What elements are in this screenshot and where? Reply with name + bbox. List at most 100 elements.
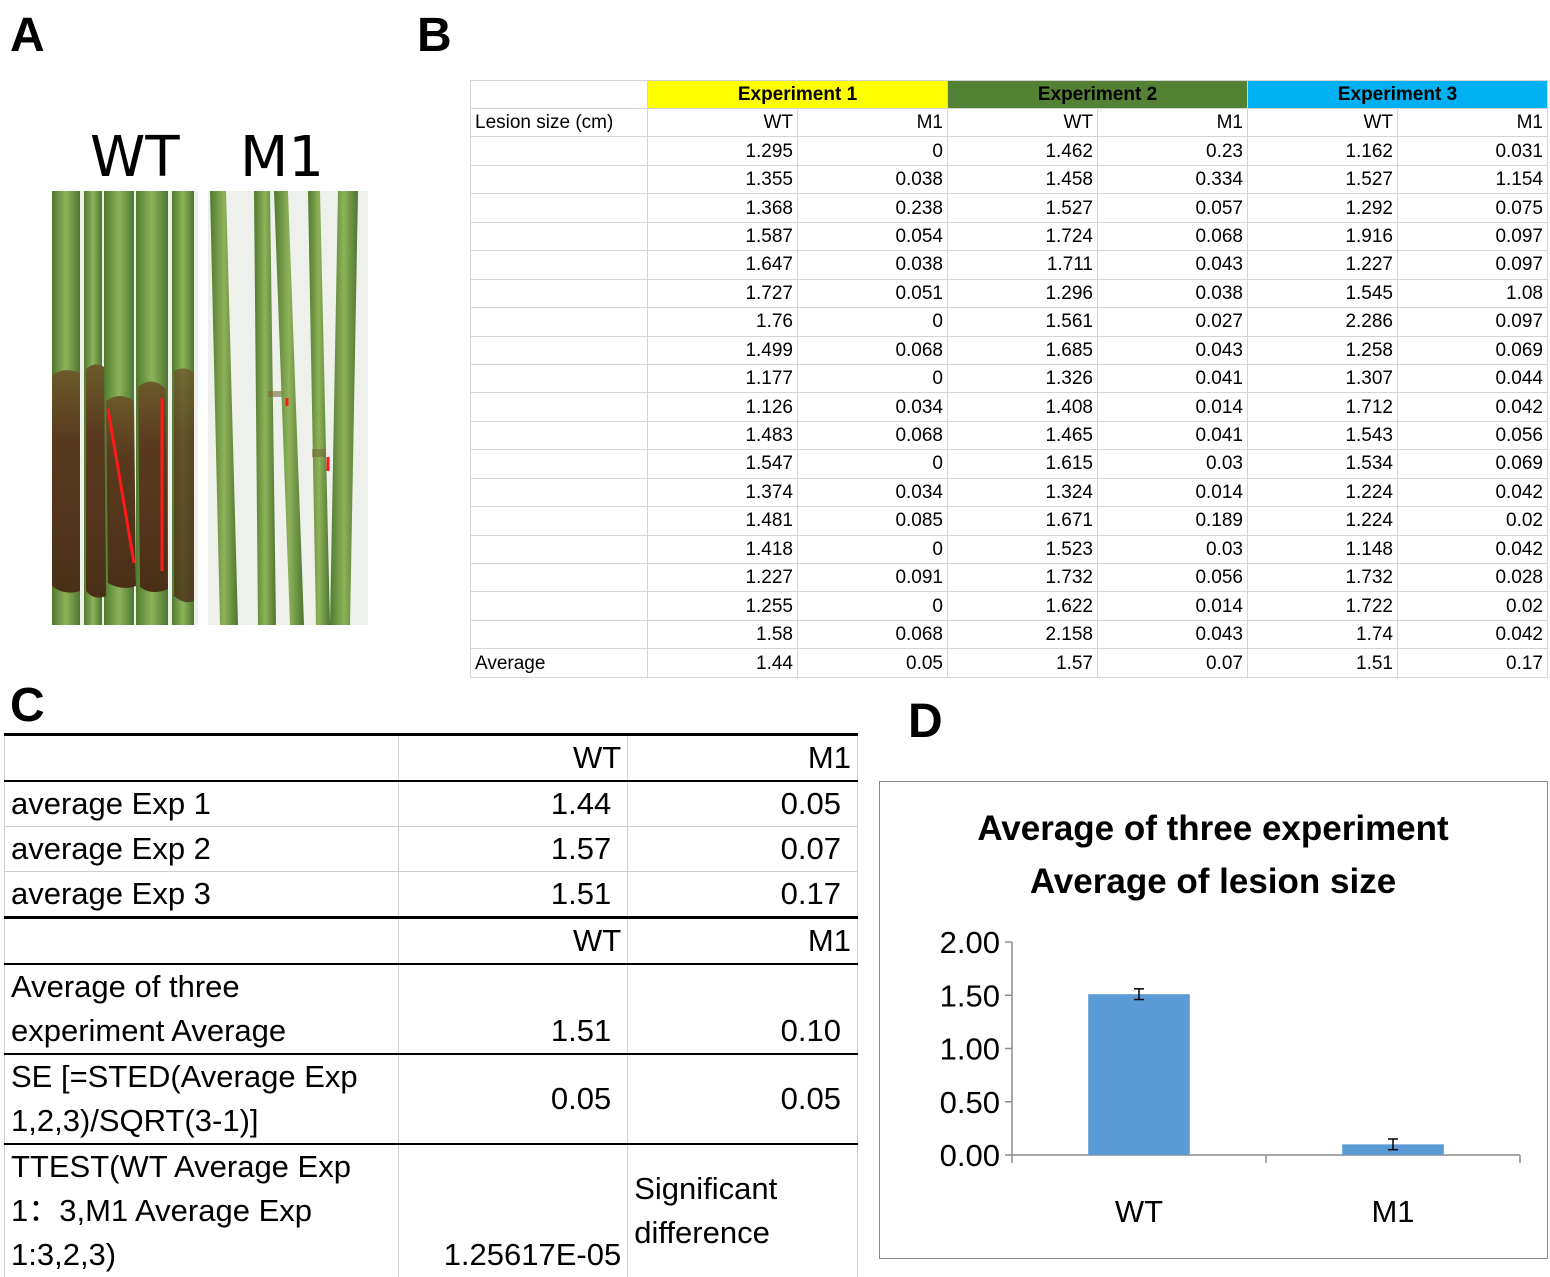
label-line: difference [634, 1215, 770, 1250]
table-cell: 0.043 [1097, 619, 1248, 650]
table-cell: 1.543 [1247, 420, 1398, 451]
table-cell: 0.051 [797, 278, 948, 309]
table-cell: 1.355 [647, 164, 798, 195]
table-row: 1.355 0.038 1.458 0.334 1.527 1.154 [470, 164, 1548, 195]
table-row: 1.58 0.068 2.158 0.043 1.74 0.042 [470, 619, 1548, 650]
table-row: 1.295 0 1.462 0.23 1.162 0.031 [470, 136, 1548, 166]
table-cell: 0.028 [1397, 562, 1548, 593]
label-line: experiment Average [11, 1013, 287, 1048]
table-cell: 1.481 [647, 506, 798, 536]
table-row: 1.368 0.238 1.527 0.057 1.292 0.075 [470, 193, 1548, 223]
table-cell: 0.014 [1097, 477, 1248, 508]
empty-cell [4, 733, 399, 782]
table-cell: 1.916 [1247, 221, 1398, 252]
average-row: Average 1.44 0.05 1.57 0.07 1.51 0.17 [470, 648, 1548, 678]
table-cell: 1.458 [947, 164, 1098, 195]
table-cell: 0.069 [1397, 335, 1548, 365]
table-row: 1.76 0 1.561 0.027 2.286 0.097 [470, 307, 1548, 337]
table-cell: 1.374 [647, 477, 798, 508]
table-cell: 1.545 [1247, 278, 1398, 309]
table-cell: 1.622 [947, 591, 1098, 621]
m1-stem-photo [208, 191, 368, 625]
table-row: 1.418 0 1.523 0.03 1.148 0.042 [470, 534, 1548, 565]
table-cell: 0 [797, 591, 948, 621]
table-cell: 0.038 [797, 250, 948, 280]
table-cell: 1.74 [1247, 619, 1398, 650]
table-cell: 0.034 [797, 477, 948, 508]
x-category-label: M1 [1371, 1194, 1414, 1229]
table-cell: 0.034 [797, 392, 948, 422]
bar-wt [1088, 994, 1190, 1155]
table-cell: 0.042 [1397, 392, 1548, 422]
table-cell: 1.227 [1247, 250, 1398, 280]
table-cell: 1.227 [647, 562, 798, 593]
summary-row-label: average Exp 2 [4, 826, 399, 872]
summary-wt: 1.44 [397, 781, 629, 827]
table-cell: 1.324 [947, 477, 1098, 508]
table-cell: 0.02 [1397, 591, 1548, 621]
table-cell: 1.462 [947, 136, 1098, 166]
m1-header: M1 [627, 917, 858, 965]
empty-cell [470, 420, 648, 451]
table-row: 1.177 0 1.326 0.041 1.307 0.044 [470, 363, 1548, 394]
table-cell: 0.085 [797, 506, 948, 536]
table-row: 1.374 0.034 1.324 0.014 1.224 0.042 [470, 477, 1548, 508]
table-row: 1.727 0.051 1.296 0.038 1.545 1.08 [470, 278, 1548, 309]
label-line: 1,2,3)/SQRT(3-1)] [11, 1103, 259, 1138]
average-cell: 0.05 [797, 648, 948, 678]
table-cell: 1.255 [647, 591, 798, 621]
table-cell: 0.042 [1397, 619, 1548, 650]
empty-cell [470, 506, 648, 536]
summary-row: average Exp 2 1.57 0.07 [4, 826, 858, 872]
overall-average-label: Average of three experiment Average [4, 964, 399, 1055]
empty-cell [470, 307, 648, 337]
summary-row: average Exp 1 1.44 0.05 [4, 781, 858, 827]
table-cell: 0.23 [1097, 136, 1248, 166]
table-cell: 1.732 [1247, 562, 1398, 593]
table-cell: 2.158 [947, 619, 1098, 650]
table-cell: 1.671 [947, 506, 1098, 536]
panel-label-d: D [908, 695, 943, 748]
lesion-bar-chart: Average of three experiment Average of l… [879, 781, 1548, 1259]
table-cell: 0.038 [1097, 278, 1248, 309]
table-row: 1.499 0.068 1.685 0.043 1.258 0.069 [470, 335, 1548, 365]
table-cell: 1.732 [947, 562, 1098, 593]
table-cell: 0 [797, 307, 948, 337]
table-cell: 1.712 [1247, 392, 1398, 422]
y-tick-label: 1.50 [940, 978, 1000, 1013]
table-cell: 1.561 [947, 307, 1098, 337]
empty-cell [470, 534, 648, 565]
y-tick-label: 2.00 [940, 925, 1000, 960]
table-cell: 0.097 [1397, 307, 1548, 337]
panel-label-b: B [417, 9, 452, 62]
summary-header-row: WT M1 [4, 917, 858, 965]
table-cell: 1.258 [1247, 335, 1398, 365]
wt-stem-photo [52, 191, 198, 625]
panel-label-a: A [10, 9, 45, 62]
table-cell: 1.615 [947, 449, 1098, 479]
table-cell: 0.091 [797, 562, 948, 593]
table-cell: 1.523 [947, 534, 1098, 565]
empty-cell [470, 392, 648, 422]
table-cell: 0.054 [797, 221, 948, 252]
col-header: M1 [797, 107, 948, 138]
ttest-result: Significant difference [627, 1144, 858, 1277]
table-cell: 1.408 [947, 392, 1098, 422]
empty-cell [470, 619, 648, 650]
table-cell: 1.224 [1247, 506, 1398, 536]
table-cell: 0 [797, 136, 948, 166]
table-cell: 0.097 [1397, 221, 1548, 252]
bar-chart-svg: Average of three experiment Average of l… [940, 809, 1521, 1229]
table-cell: 1.58 [647, 619, 798, 650]
overall-average-row: Average of three experiment Average 1.51… [4, 964, 858, 1055]
table-cell: 1.483 [647, 420, 798, 451]
empty-cell [470, 164, 648, 195]
average-cell: 1.51 [1247, 648, 1398, 678]
summary-m1: 0.05 [627, 781, 858, 827]
row-label: Lesion size (cm) [470, 107, 648, 138]
empty-cell [470, 449, 648, 479]
table-cell: 1.527 [947, 193, 1098, 223]
table-cell: 0.057 [1097, 193, 1248, 223]
table-cell: 0.014 [1097, 392, 1248, 422]
table-cell: 1.307 [1247, 363, 1398, 394]
